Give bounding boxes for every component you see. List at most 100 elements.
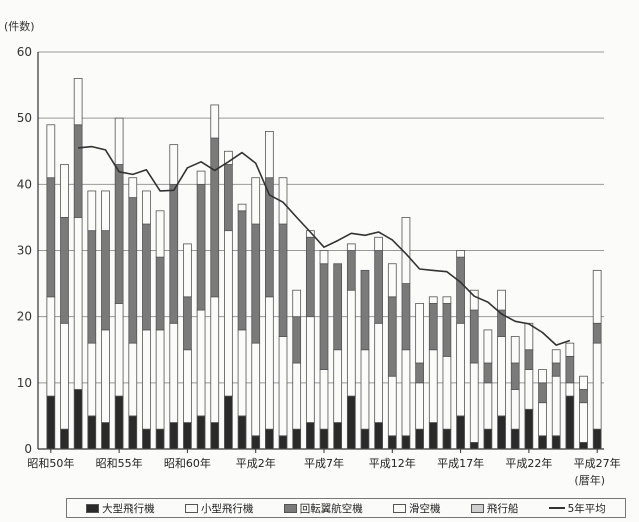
bar-segment-large-airplane (524, 408, 534, 450)
bar-segment-glider (579, 375, 588, 390)
bar-segment-glider (155, 210, 165, 258)
y-tick-label: 50 (17, 111, 32, 125)
bar-segment-large-airplane (237, 415, 247, 450)
x-tick-label: 平成12年 (369, 456, 416, 470)
five-year-average-line (78, 145, 571, 346)
bar-segment-rotorcraft (73, 124, 83, 218)
bar-segment-rotorcraft (155, 256, 165, 331)
bar-segment-large-airplane (114, 395, 124, 450)
bar-segment-large-airplane (401, 435, 411, 450)
bar-segment-large-airplane (251, 435, 261, 450)
bar-segment-glider (415, 303, 424, 364)
bar-segment-small-airplane (442, 355, 452, 430)
bar-segment-rotorcraft (524, 349, 534, 371)
bar-segment-small-airplane (224, 230, 233, 397)
bar-segment-glider (319, 250, 329, 265)
x-unit-label: (暦年) (574, 473, 605, 487)
bar-segment-large-airplane (387, 435, 397, 450)
bar-segment-small-airplane (87, 342, 97, 417)
bar-segment-glider (224, 150, 233, 165)
bar-segment-glider (265, 130, 274, 179)
legend-item: 滑空機 (393, 501, 441, 516)
bar-segment-small-airplane (333, 349, 343, 423)
legend-line-swatch (548, 507, 565, 509)
bar-segment-glider (114, 117, 124, 165)
bar-segment-large-airplane (265, 428, 274, 450)
bar-segment-glider (592, 269, 602, 324)
legend-label: 回転翼航空機 (299, 502, 363, 515)
bar-segment-glider (469, 289, 479, 311)
bar-segment-large-airplane (415, 428, 424, 450)
legend-item: 小型飛行機 (184, 501, 254, 516)
bar-segment-large-airplane (442, 428, 452, 450)
stacked-bar-chart: 0 10 20 30 40 50 60 (件数) (暦年) 昭和50年 昭和55年 昭和60年 平成2年… (4, 20, 621, 487)
bar-segment-rotorcraft (510, 362, 520, 390)
bar-segment-large-airplane (551, 435, 561, 450)
bar-segment-small-airplane (210, 296, 220, 423)
bar-segment-large-airplane (483, 428, 493, 450)
bar-segment-glider (565, 342, 575, 357)
bar-segment-large-airplane (278, 435, 288, 450)
bar-segment-rotorcraft (183, 296, 192, 351)
bar-segment-large-airplane (155, 428, 165, 450)
bar-segment-rotorcraft (60, 217, 69, 324)
legend-swatch (86, 503, 100, 513)
bar-segment-small-airplane (524, 369, 534, 410)
bar-segment-small-airplane (114, 303, 124, 397)
bar-segment-small-airplane (469, 362, 479, 443)
legend: 大型飛行機 小型飛行機 回転翼航空機 滑空機 飛行船 5年平均 (66, 498, 626, 518)
bar-segment-large-airplane (87, 415, 97, 450)
bar-segment-large-airplane (360, 428, 370, 450)
bar-segment-rotorcraft (142, 223, 151, 331)
bar-segment-large-airplane (128, 415, 138, 450)
bar-segment-small-airplane (456, 322, 465, 417)
bar-segment-rotorcraft (224, 164, 233, 232)
legend-label: 小型飛行機 (200, 502, 254, 515)
bar-segment-rotorcraft (442, 303, 452, 357)
bar-segment-rotorcraft (428, 303, 438, 351)
bar-segment-large-airplane (46, 395, 56, 450)
bar-segment-glider (46, 124, 56, 179)
bar-segment-large-airplane (183, 422, 192, 450)
bar-segment-rotorcraft (114, 164, 124, 304)
bar-segment-large-airplane (73, 389, 83, 450)
bar-segment-rotorcraft (305, 236, 315, 318)
bar-segment-glider (524, 322, 534, 351)
bar-segment-large-airplane (565, 395, 575, 450)
bar-segment-small-airplane (592, 342, 602, 430)
bar-segment-rotorcraft (196, 183, 206, 311)
bar-segment-rotorcraft (483, 362, 493, 384)
bar-segment-rotorcraft (415, 362, 424, 384)
x-tick-label: 昭和60年 (164, 456, 211, 470)
bar-segment-small-airplane (237, 329, 247, 417)
bar-segment-rotorcraft (346, 250, 356, 291)
bar-segment-rotorcraft (387, 296, 397, 377)
bar-segment-glider (169, 144, 179, 185)
bar-segment-small-airplane (415, 382, 424, 430)
legend-swatch (184, 503, 198, 513)
bar-segment-small-airplane (538, 402, 547, 437)
bar-segment-large-airplane (497, 415, 506, 450)
bar-segment-glider (128, 177, 138, 198)
x-tick-label: 平成27年 (574, 456, 621, 470)
bar-segment-large-airplane (101, 422, 110, 450)
bar-segment-large-airplane (319, 428, 329, 450)
bar-segment-rotorcraft (592, 322, 602, 344)
bar-segment-rotorcraft (237, 210, 247, 331)
x-tick-label: 昭和55年 (96, 456, 143, 470)
bar-segment-large-airplane (346, 395, 356, 450)
bar-segment-small-airplane (319, 369, 329, 430)
bar-segment-small-airplane (278, 336, 288, 437)
bar-segment-rotorcraft (169, 183, 179, 324)
bar-segment-glider (142, 190, 151, 225)
bar-segment-rotorcraft (210, 137, 220, 298)
bar-segment-small-airplane (579, 402, 588, 443)
bar-segment-small-airplane (346, 289, 356, 397)
bar-segment-rotorcraft (579, 389, 588, 404)
bar-segment-rotorcraft (360, 269, 370, 351)
bar-segment-large-airplane (196, 415, 206, 450)
bar-segment-small-airplane (401, 349, 411, 437)
bar-segment-rotorcraft (87, 230, 97, 344)
bar-segment-glider (87, 190, 97, 232)
